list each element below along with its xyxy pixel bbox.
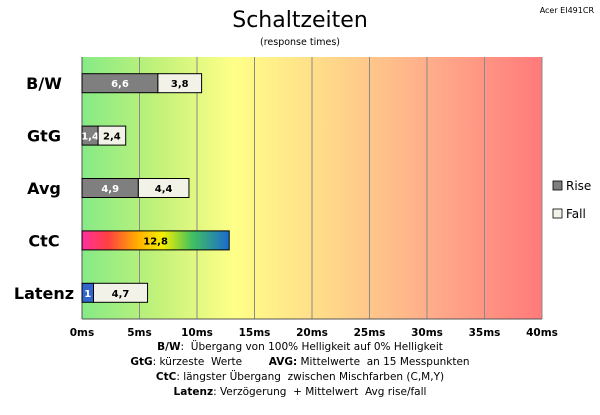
chart-title: Schaltzeiten xyxy=(232,8,368,33)
category-label: B/W xyxy=(26,74,62,93)
legend-rise-swatch xyxy=(552,180,563,191)
x-tick-label: 10ms xyxy=(181,327,213,339)
footnote-segment: : längster Übergang zwischen Mischfarben… xyxy=(176,370,444,383)
bar-fall-value: 3,8 xyxy=(171,79,189,90)
category-label: CtC xyxy=(28,231,59,250)
bar-rise-value: 6,6 xyxy=(111,79,129,90)
x-tick-label: 40ms xyxy=(526,327,558,339)
bar-rise xyxy=(81,230,230,251)
bar-fall-value: 2,4 xyxy=(103,132,121,143)
footnote-segment: : Verzögerung + Mittelwert Avg rise/fall xyxy=(213,386,426,398)
x-tick-label: 35ms xyxy=(469,327,501,339)
grid-lines xyxy=(139,57,543,319)
footnote-segment: B/W xyxy=(157,341,181,353)
footnote-segment: GtG xyxy=(130,356,152,368)
chart-subtitle: (response times) xyxy=(260,37,340,48)
category-label: Avg xyxy=(27,179,61,198)
footnote-line: Latenz: Verzögerung + Mittelwert Avg ris… xyxy=(174,386,427,398)
footnote-segment: Latenz xyxy=(174,386,214,398)
x-tick-label: 0ms xyxy=(70,327,95,339)
x-tick-labels: 0ms 5ms 10ms 15ms 20ms 25ms 30ms 35ms 40ms xyxy=(70,327,558,339)
legend-rise-label: Rise xyxy=(566,179,591,193)
x-tick-label: 25ms xyxy=(354,327,386,339)
footnote-segment: AVG: xyxy=(269,356,297,368)
footnote-segment: : Übergang von 100% Helligkeit auf 0% He… xyxy=(181,340,443,353)
legend: Rise Fall xyxy=(552,179,591,221)
bar-rise-value: 1 xyxy=(84,289,91,300)
bar-rise-value: 4,9 xyxy=(101,184,119,195)
footnote-segment: : kürzeste Werte xyxy=(153,356,269,368)
footnote-line: GtG: kürzeste Werte AVG: Mittelwerte an … xyxy=(130,356,469,368)
x-tick-label: 30ms xyxy=(411,327,443,339)
monitor-model-label: Acer EI491CR xyxy=(540,6,595,15)
bar-fall xyxy=(97,125,127,146)
bar-rise-value: 1,4 xyxy=(81,132,99,143)
footnote-line: B/W: Übergang von 100% Helligkeit auf 0%… xyxy=(157,340,443,353)
footnotes: B/W: Übergang von 100% Helligkeit auf 0%… xyxy=(130,340,469,398)
bar-rise-value: 12,8 xyxy=(143,236,168,247)
bars-layer: 6,6 3,8 1,4 2,4 4,9 4,4 12,8 1 4,7 xyxy=(81,73,230,303)
footnote-segment: CtC xyxy=(156,371,177,383)
legend-fall-label: Fall xyxy=(566,207,586,221)
footnote-segment: Mittelwerte an 15 Messpunkten xyxy=(297,356,469,368)
bar-fall-value: 4,7 xyxy=(112,289,130,300)
bar-fall xyxy=(157,73,203,94)
bar-fall-value: 4,4 xyxy=(155,184,173,195)
x-tick-label: 15ms xyxy=(239,327,271,339)
x-tick-label: 5ms xyxy=(127,327,152,339)
bar-fall xyxy=(93,282,149,303)
x-tick-label: 20ms xyxy=(296,327,328,339)
category-label: GtG xyxy=(27,127,61,146)
bar-fall xyxy=(137,178,190,198)
category-labels: B/W GtG Avg CtC Latenz xyxy=(14,74,74,303)
category-label: Latenz xyxy=(14,284,74,303)
legend-fall-swatch xyxy=(552,208,563,219)
footnote-line: CtC: längster Übergang zwischen Mischfar… xyxy=(156,370,444,383)
